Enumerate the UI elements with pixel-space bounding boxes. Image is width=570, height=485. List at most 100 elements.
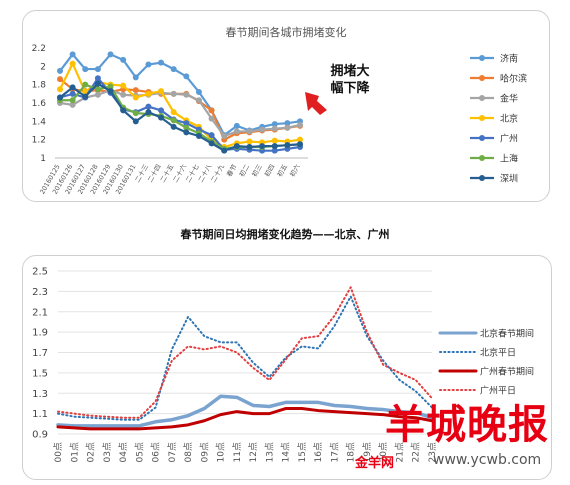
chart2-x-tick: 10点 <box>216 442 227 462</box>
chart1-point <box>297 141 303 148</box>
chart2-x-tick: 21点 <box>394 442 405 462</box>
chart1-point <box>57 67 63 74</box>
chart1-point <box>221 133 228 139</box>
chart1-point <box>69 90 76 97</box>
chart1-point <box>233 143 240 150</box>
chart2-y-tick: 2.5 <box>32 267 48 278</box>
chart1-point <box>82 81 89 88</box>
chart1-legend-label: 北京 <box>500 113 518 125</box>
chart1-point <box>132 87 139 94</box>
chart1-point <box>107 83 114 90</box>
chart1-point <box>69 97 76 104</box>
chart1-legend-marker <box>479 155 485 161</box>
chart2-series-line <box>57 295 433 421</box>
chart1-y-tick: 1 <box>40 154 46 164</box>
chart2-x-tick: 15点 <box>297 442 308 462</box>
chart2-x-tick: 04点 <box>118 442 129 462</box>
chart1-point <box>208 140 215 147</box>
chart1-point <box>233 122 240 129</box>
chart2-x-tick: 14点 <box>281 442 292 462</box>
chart2-title: 春节期间日均拥堵变化趋势——北京、广州 <box>180 228 390 241</box>
chart1-point <box>271 121 278 128</box>
chart2-x-tick: 23点 <box>427 442 438 462</box>
chart1-point <box>145 61 152 68</box>
chart1-point <box>120 82 127 89</box>
chart1-annotation: 幅下降 <box>330 80 370 96</box>
chart2-x-tick: 13点 <box>264 442 275 462</box>
chart1-point <box>284 120 291 127</box>
chart1-point <box>195 133 202 139</box>
chart1-y-tick: 1.8 <box>32 81 47 91</box>
chart2-x-tick: 16点 <box>313 442 324 462</box>
chart1-point <box>246 128 253 135</box>
chart1-legend-marker <box>479 55 485 61</box>
chart1-point <box>132 94 139 101</box>
chart1-point <box>120 107 127 114</box>
chart1-point <box>170 123 177 130</box>
chart1-point <box>259 126 266 133</box>
chart1-annotation: 拥堵大 <box>330 63 369 79</box>
chart2-y-tick: 1.9 <box>32 328 48 339</box>
chart2-x-tick: 17点 <box>329 442 340 462</box>
chart1-point <box>57 86 63 93</box>
chart1-point <box>208 132 215 139</box>
chart1-point <box>120 56 127 63</box>
chart1-panel: 春节期间各城市拥堵变化 <box>22 10 550 202</box>
chart1-point <box>82 93 89 100</box>
chart1-point <box>145 109 152 116</box>
chart1-point <box>57 76 63 83</box>
chart1-point <box>69 84 76 91</box>
chart2-x-tick: 07点 <box>167 442 178 462</box>
chart2-series-line <box>57 286 433 419</box>
chart1-point <box>69 51 76 58</box>
chart2-y-tick: 1.7 <box>32 348 48 359</box>
chart1-point <box>170 117 177 124</box>
chart1-point <box>233 128 240 135</box>
chart1-point <box>82 66 89 73</box>
chart1-point <box>158 107 165 114</box>
chart1-legend-label: 上海 <box>500 153 518 165</box>
chart1-point <box>69 101 76 108</box>
chart1-point <box>132 74 139 81</box>
chart2-x-tick: 06点 <box>151 442 162 462</box>
chart1-point <box>107 51 114 58</box>
watermark-logo: 羊城晚报 金羊网 www.ycwb.com <box>330 390 562 480</box>
chart2-y-tick: 1.1 <box>32 409 48 420</box>
chart1-x-tick: 二十九 <box>208 162 226 184</box>
chart1-point <box>284 142 291 149</box>
chart2-x-tick: 03点 <box>102 442 113 462</box>
chart2-legend-label: 广州平日 <box>480 385 516 397</box>
chart1-point <box>132 118 139 125</box>
watermark-title: 羊城晚报 <box>385 401 549 448</box>
chart1-point <box>107 88 114 95</box>
chart2-panel <box>22 255 552 480</box>
chart1-legend-marker <box>479 175 485 181</box>
chart1-point <box>94 66 101 73</box>
chart1-point <box>195 89 202 95</box>
chart1-point <box>297 136 303 143</box>
chart2-y-tick: 2.3 <box>32 287 48 298</box>
chart1-point <box>183 129 190 136</box>
chart2-x-tick: 08点 <box>183 442 194 462</box>
chart1-legend-label: 深圳 <box>500 174 518 185</box>
chart1-legend-label: 金华 <box>500 93 518 105</box>
chart1-legend-label: 哈尔滨 <box>500 73 527 85</box>
chart1-point <box>246 144 253 150</box>
chart1-y-tick: 2 <box>40 62 46 72</box>
chart1-point <box>183 120 190 127</box>
chart1-x-tick: 初四 <box>262 163 276 179</box>
chart1-point <box>208 107 215 114</box>
chart2-y-tick: 0.9 <box>32 430 48 441</box>
chart1-y-tick: 1.2 <box>32 136 46 146</box>
chart1-legend-marker <box>479 115 485 121</box>
chart2-x-tick: 20点 <box>378 442 389 462</box>
chart1-legend-label: 济南 <box>500 53 518 65</box>
chart1-annotation-arrow <box>305 92 327 115</box>
chart2-series-line <box>56 407 434 431</box>
chart2-x-tick: 09点 <box>199 442 210 462</box>
chart1-point <box>94 75 101 82</box>
chart1-point <box>170 90 177 97</box>
chart1-point <box>271 137 278 144</box>
chart1-point <box>170 109 177 116</box>
